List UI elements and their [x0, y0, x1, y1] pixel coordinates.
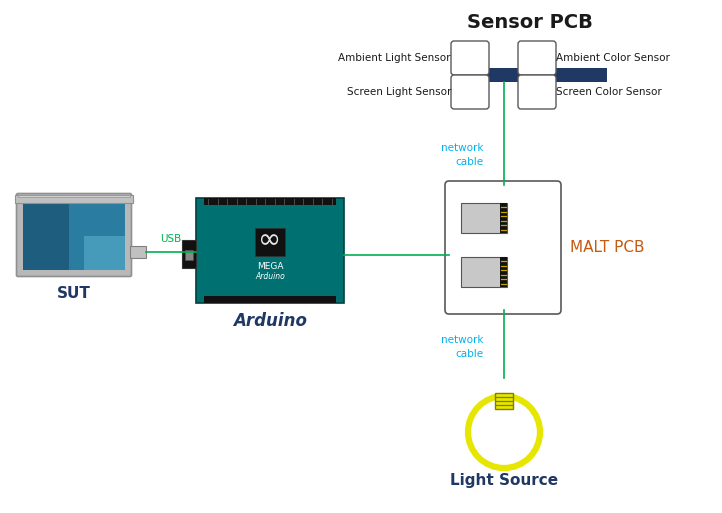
- Bar: [255, 228, 285, 256]
- Text: Ambient Light Sensor: Ambient Light Sensor: [339, 53, 451, 63]
- FancyBboxPatch shape: [518, 41, 556, 75]
- Text: Light Source: Light Source: [450, 472, 558, 487]
- Bar: [495, 393, 513, 409]
- Circle shape: [468, 396, 540, 468]
- Text: Sensor PCB: Sensor PCB: [467, 12, 593, 31]
- Bar: [84, 236, 125, 270]
- Bar: [500, 257, 507, 287]
- Bar: [18, 195, 130, 197]
- Bar: [182, 240, 196, 268]
- FancyBboxPatch shape: [451, 41, 489, 75]
- Text: SUT: SUT: [57, 286, 91, 301]
- Bar: [130, 246, 146, 258]
- Bar: [23, 202, 69, 270]
- Bar: [452, 68, 607, 82]
- Bar: [185, 250, 193, 260]
- Text: USB: USB: [160, 234, 182, 244]
- Bar: [461, 203, 507, 233]
- Bar: [204, 198, 336, 205]
- FancyBboxPatch shape: [17, 193, 131, 277]
- Bar: [23, 202, 125, 270]
- Text: cable: cable: [456, 157, 484, 167]
- Text: cable: cable: [456, 349, 484, 359]
- Bar: [461, 257, 507, 287]
- Text: Screen Light Sensor: Screen Light Sensor: [347, 87, 451, 97]
- FancyBboxPatch shape: [445, 181, 561, 314]
- Text: ∞: ∞: [258, 226, 282, 254]
- Bar: [500, 203, 507, 233]
- Text: Arduino: Arduino: [255, 272, 285, 281]
- Text: MALT PCB: MALT PCB: [570, 241, 645, 255]
- FancyBboxPatch shape: [518, 75, 556, 109]
- Bar: [196, 198, 344, 303]
- FancyBboxPatch shape: [451, 75, 489, 109]
- Text: Ambient Color Sensor: Ambient Color Sensor: [556, 53, 670, 63]
- Text: Arduino: Arduino: [233, 312, 307, 330]
- Text: network: network: [441, 335, 484, 345]
- Text: Screen Color Sensor: Screen Color Sensor: [556, 87, 662, 97]
- Bar: [204, 296, 336, 303]
- Text: MEGA: MEGA: [257, 262, 283, 271]
- Text: network: network: [441, 143, 484, 153]
- Bar: [15, 195, 133, 203]
